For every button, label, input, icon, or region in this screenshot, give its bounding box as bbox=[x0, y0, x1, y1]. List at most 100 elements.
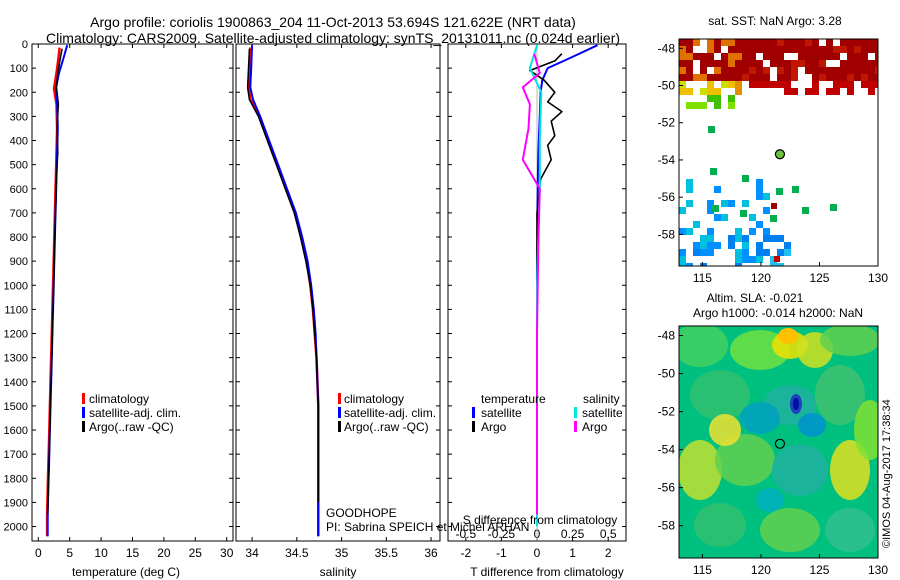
sst-cell bbox=[770, 39, 777, 46]
sla-map-title-line2: Argo h1000: -0.014 h2000: NaN bbox=[693, 306, 863, 320]
temperature-x-axis: 0 5 10 15 20 25 30 bbox=[35, 44, 234, 560]
sst-map-axes: 115 120 125 130 -48 -50 -52 -54 -56 -58 bbox=[658, 41, 889, 285]
x-tick-label: 30 bbox=[220, 546, 234, 560]
sst-cell bbox=[686, 74, 693, 81]
sst-cell bbox=[728, 74, 735, 81]
depth-tick-label: 300 bbox=[10, 111, 28, 123]
sst-cell bbox=[784, 39, 791, 46]
map-x-tick-label: 115 bbox=[693, 563, 712, 577]
sst-cell bbox=[749, 256, 756, 263]
legend-temperature-title: temperature bbox=[481, 392, 546, 406]
sst-cell bbox=[805, 60, 812, 67]
sst-cell bbox=[707, 39, 714, 46]
series-line bbox=[46, 48, 63, 515]
sst-cell bbox=[749, 228, 756, 235]
sst-cell bbox=[721, 74, 728, 81]
legend-label-sal-satellite: satellite bbox=[582, 406, 623, 420]
depth-tick-label: 0 bbox=[22, 39, 28, 51]
x-tick-label-s: 0.25 bbox=[561, 527, 585, 541]
sst-cell bbox=[847, 53, 854, 60]
legend-swatch-temp-argo bbox=[472, 421, 475, 432]
sst-cell bbox=[735, 88, 742, 95]
sst-cell bbox=[840, 46, 847, 53]
sst-cell bbox=[707, 242, 714, 249]
sst-cell bbox=[693, 249, 700, 256]
sst-cell bbox=[756, 67, 763, 74]
sst-cell bbox=[826, 74, 833, 81]
sst-cell bbox=[686, 60, 693, 67]
sst-cell bbox=[819, 53, 826, 60]
sst-cell bbox=[776, 188, 783, 195]
x-tick-label-s: -0.5 bbox=[455, 527, 476, 541]
sst-cell bbox=[700, 60, 707, 67]
x-tick-label: 35 bbox=[335, 546, 349, 560]
sla-blob bbox=[690, 370, 750, 420]
sst-cell bbox=[679, 88, 686, 95]
sst-cell bbox=[707, 249, 714, 256]
sst-cell bbox=[721, 60, 728, 67]
sst-cell bbox=[777, 74, 784, 81]
sst-cell bbox=[756, 221, 763, 228]
map-y-tick-label: -52 bbox=[658, 116, 676, 130]
sst-cell bbox=[840, 60, 847, 67]
sla-map-axes: 115 120 125 130 -48 -50 -52 -54 -56 -58 bbox=[658, 329, 889, 577]
sst-cell bbox=[728, 67, 735, 74]
sst-cell bbox=[756, 74, 763, 81]
sst-cell bbox=[763, 81, 770, 88]
sst-cell bbox=[770, 53, 777, 60]
sst-cell bbox=[693, 242, 700, 249]
x-tick-label: 10 bbox=[94, 546, 108, 560]
sst-cell bbox=[707, 200, 714, 207]
sst-cell bbox=[735, 81, 742, 88]
sst-cell bbox=[791, 74, 798, 81]
legend-label-argo: Argo(..raw -QC) bbox=[344, 420, 429, 434]
legend-swatch-satellite bbox=[82, 407, 85, 418]
sst-cell bbox=[728, 46, 735, 53]
sst-cell bbox=[700, 263, 707, 266]
x-tick-label: -1 bbox=[496, 546, 507, 560]
sst-cell bbox=[707, 46, 714, 53]
sst-cell bbox=[686, 46, 693, 53]
sst-cell bbox=[735, 53, 742, 60]
sst-cell bbox=[777, 67, 784, 74]
sst-cell bbox=[868, 88, 875, 95]
sst-cell bbox=[693, 221, 700, 228]
sla-blob bbox=[815, 365, 865, 425]
difference-x-label-top: S difference from climatology bbox=[463, 513, 618, 527]
sla-blob bbox=[760, 508, 820, 552]
sst-cell bbox=[840, 67, 847, 74]
sst-cell bbox=[686, 53, 693, 60]
depth-tick-label: 1600 bbox=[4, 425, 28, 437]
sst-cell bbox=[812, 74, 819, 81]
sst-cell bbox=[756, 256, 763, 263]
salinity-x-label: salinity bbox=[320, 565, 357, 579]
sst-cell bbox=[763, 67, 770, 74]
sst-cell bbox=[693, 74, 700, 81]
depth-axis: 0 100 200 300 400 500 600 700 800 900 1000 1100 1200… bbox=[4, 39, 626, 534]
sst-cell bbox=[847, 88, 854, 95]
sst-cell bbox=[868, 46, 875, 53]
sst-cell bbox=[770, 46, 777, 53]
sst-cell bbox=[742, 249, 749, 256]
map-x-tick-label: 130 bbox=[868, 563, 888, 577]
sst-cell bbox=[861, 46, 868, 53]
sst-cell bbox=[784, 249, 791, 256]
sst-cell bbox=[770, 256, 777, 263]
sla-blob bbox=[778, 328, 798, 344]
sst-cell bbox=[875, 46, 878, 53]
sst-cell bbox=[802, 207, 809, 214]
legend-label-satellite: satellite-adj. clim. bbox=[89, 406, 181, 420]
sst-cell bbox=[812, 81, 819, 88]
sst-cell bbox=[735, 46, 742, 53]
map-y-tick-label: -50 bbox=[658, 367, 676, 381]
sst-cell bbox=[840, 74, 847, 81]
sst-cell bbox=[686, 179, 693, 186]
sst-cell bbox=[728, 95, 735, 102]
map-y-tick-label: -56 bbox=[658, 190, 676, 204]
depth-tick-label: 900 bbox=[10, 256, 28, 268]
x-tick-label: 20 bbox=[157, 546, 171, 560]
sst-cell bbox=[679, 249, 686, 256]
sst-cell bbox=[686, 186, 693, 193]
sst-cell bbox=[847, 39, 854, 46]
